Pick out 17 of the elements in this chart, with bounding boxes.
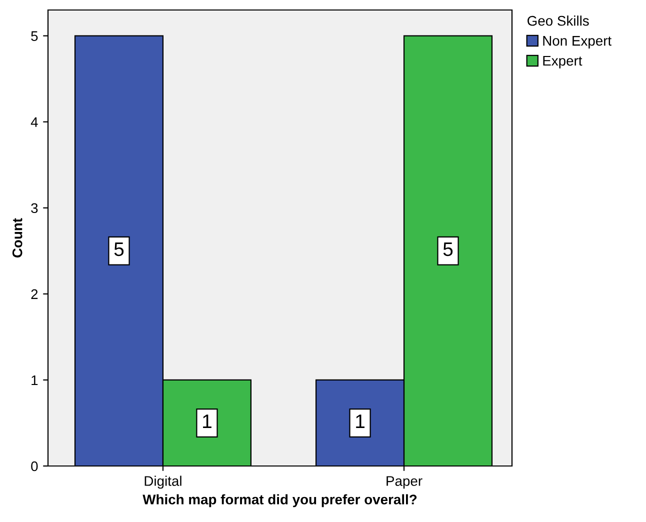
x-axis-title: Which map format did you prefer overall?	[142, 494, 417, 508]
data-label: 5	[443, 242, 453, 256]
y-tick-label: 5	[31, 31, 38, 41]
y-tick-label: 0	[31, 461, 38, 472]
legend-label: Non Expert	[543, 36, 612, 48]
legend-title: Geo Skills	[528, 16, 589, 26]
data-label: 5	[114, 242, 124, 256]
y-tick-label: 1	[32, 375, 38, 385]
y-tick-label: 3	[31, 203, 38, 214]
y-axis-title: Count	[12, 218, 22, 258]
x-tick-label: Paper	[386, 476, 422, 489]
x-tick-label: Digital	[144, 476, 182, 489]
data-label: 1	[356, 414, 364, 428]
data-label: 1	[203, 414, 212, 428]
legend-label: Expert	[543, 56, 582, 68]
y-tick-label: 2	[31, 289, 38, 299]
y-tick-label: 4	[30, 117, 38, 127]
